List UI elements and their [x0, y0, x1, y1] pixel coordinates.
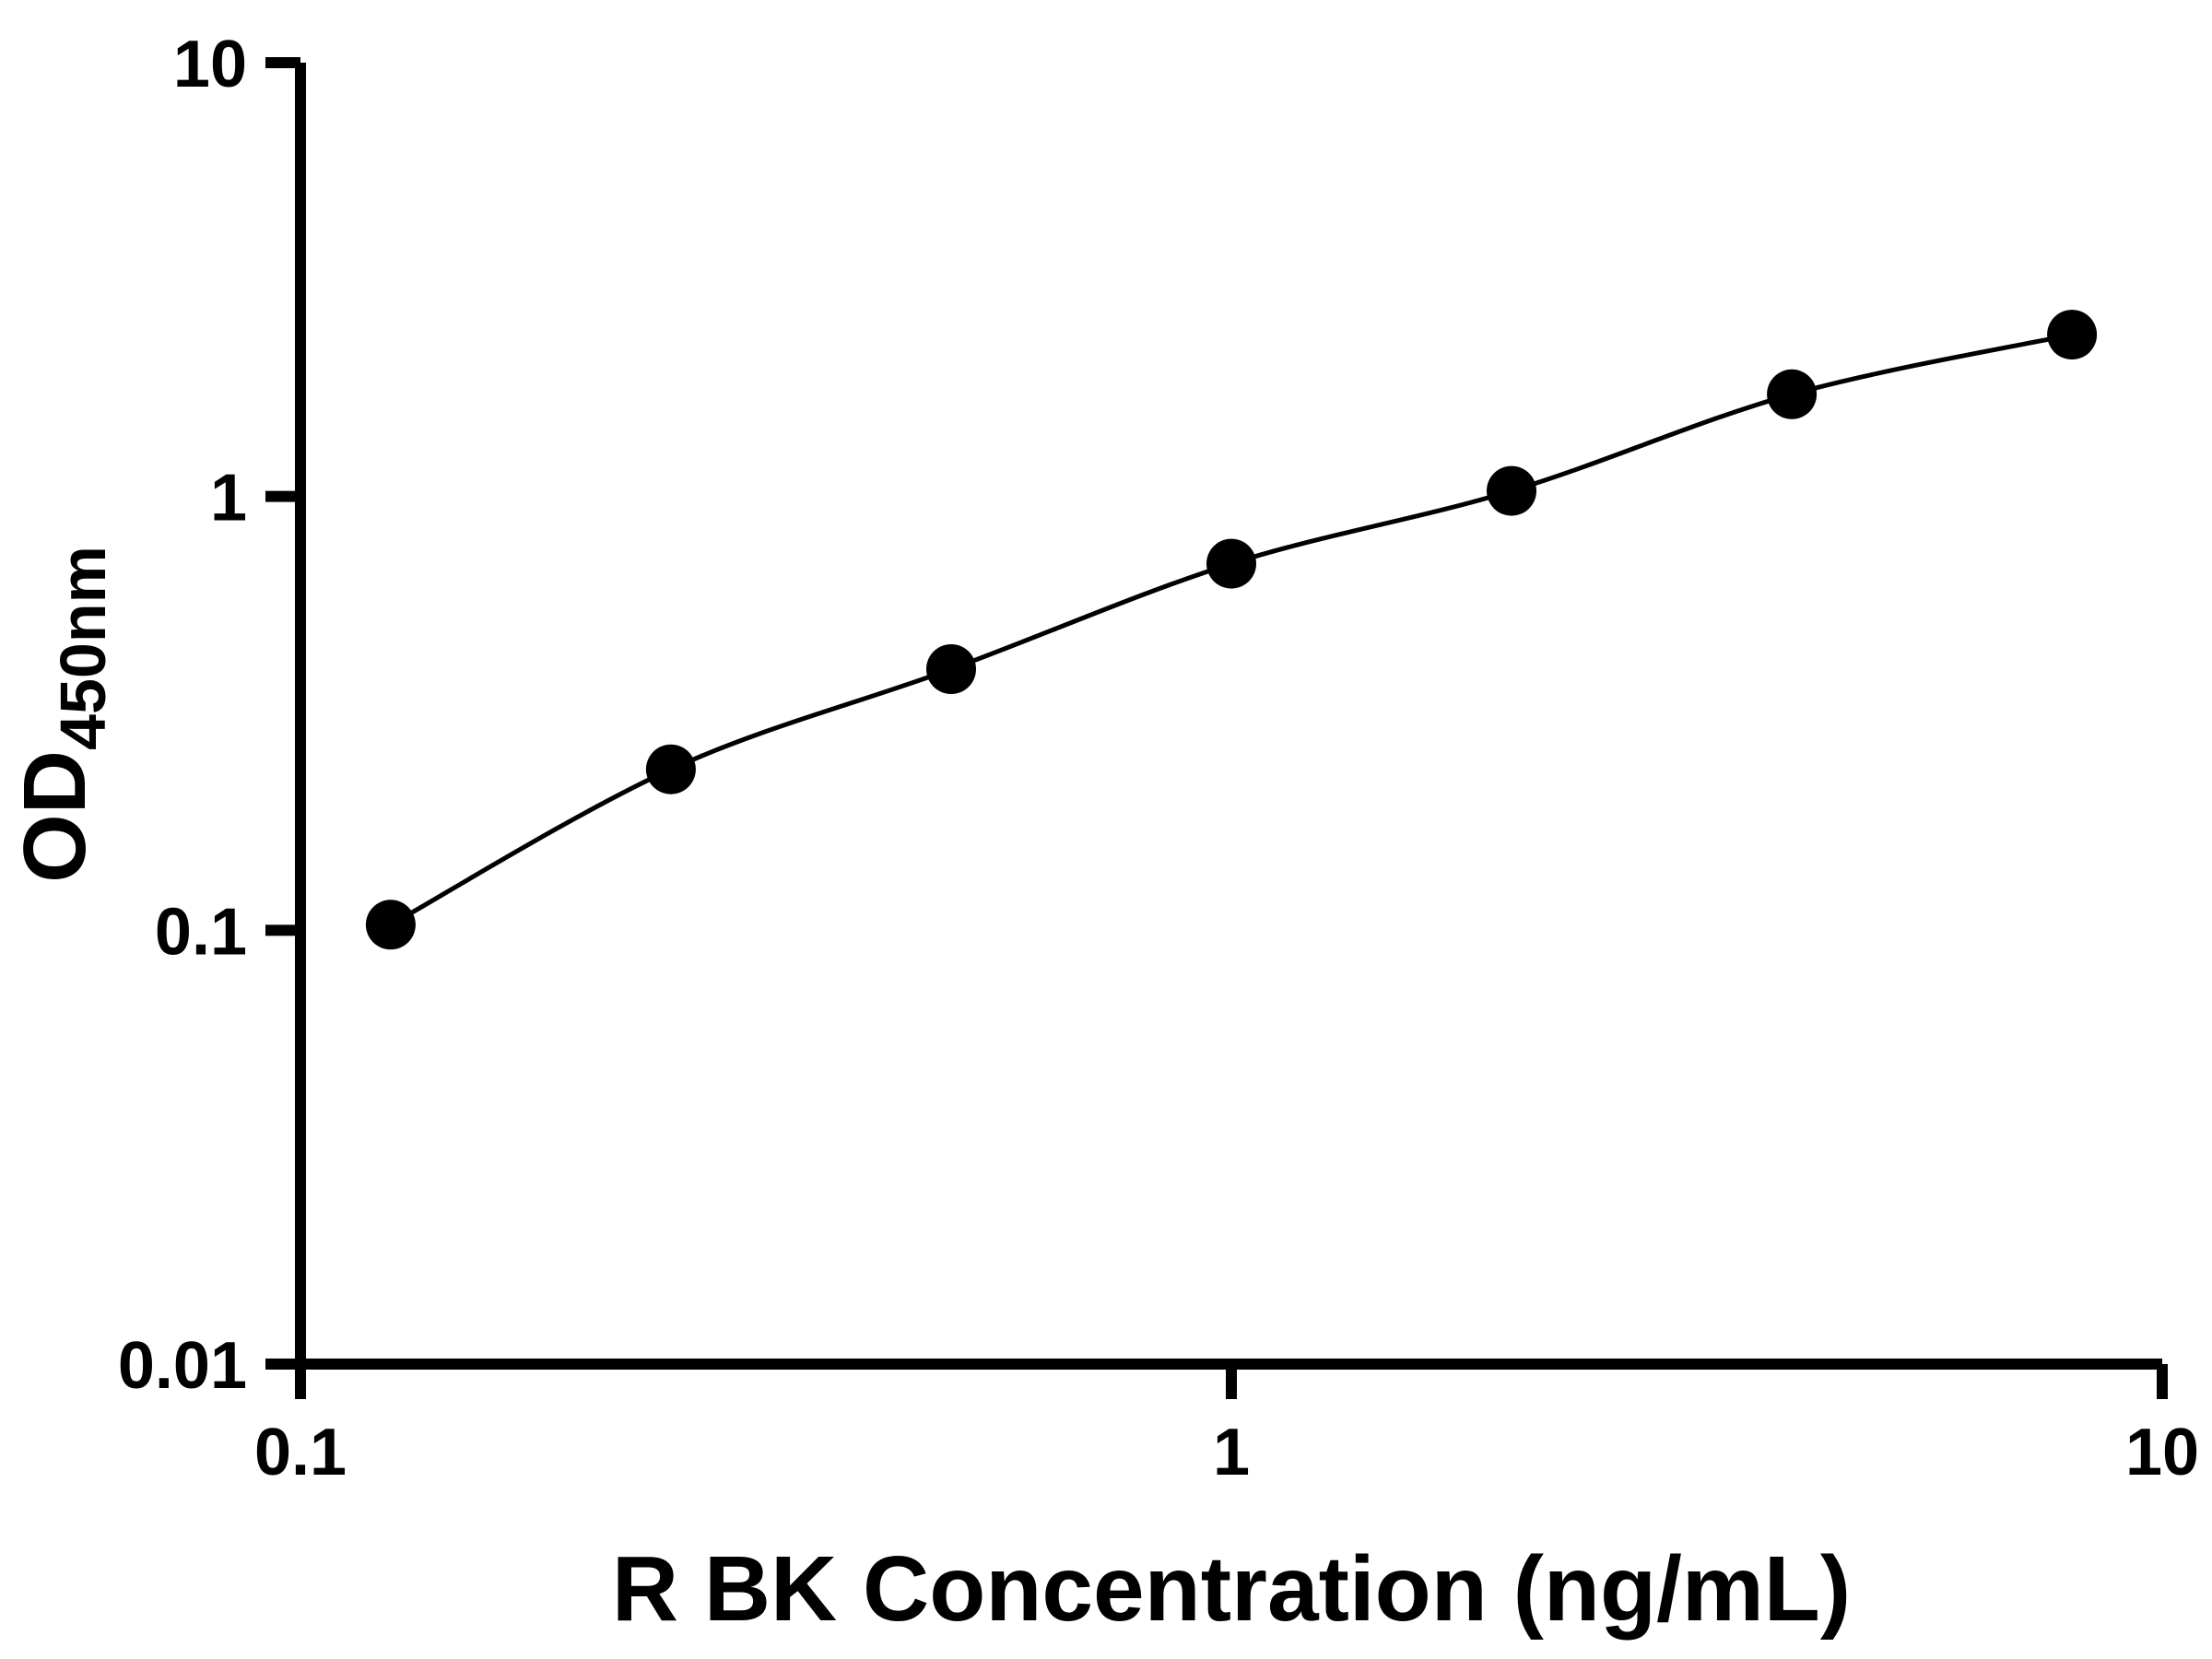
- x-tick-label: 0.1: [254, 1416, 347, 1489]
- x-tick-label: 10: [2125, 1416, 2199, 1489]
- y-tick-label: 0.01: [118, 1329, 247, 1403]
- y-tick-label: 10: [173, 28, 247, 101]
- data-points: [365, 310, 2098, 950]
- y-axis-label-sub: 450nm: [47, 546, 119, 750]
- fit-curve: [389, 332, 2073, 927]
- axes: [295, 63, 2162, 1370]
- data-point: [1767, 369, 1818, 419]
- data-point: [1487, 465, 1536, 516]
- x-axis-label: R BK Concentration (ng/mL): [612, 1537, 1851, 1641]
- data-point: [926, 644, 976, 694]
- standard-curve-line: [389, 332, 2073, 927]
- data-point: [365, 900, 416, 950]
- data-point: [645, 744, 696, 794]
- y-tick-label: 1: [210, 462, 247, 535]
- y-axis-label: OD450nm: [6, 546, 119, 883]
- axis-spine: [295, 63, 2162, 1370]
- y-tick-label: 0.1: [155, 895, 247, 969]
- y-axis-label-main: OD: [6, 750, 104, 883]
- y-axis-ticks: 0.01 0.1 1 10: [118, 28, 300, 1403]
- data-point: [1206, 538, 1256, 589]
- data-point: [2047, 310, 2098, 360]
- x-tick-label: 1: [1213, 1416, 1250, 1489]
- x-axis-ticks: 0.1 1 10: [254, 1364, 2199, 1489]
